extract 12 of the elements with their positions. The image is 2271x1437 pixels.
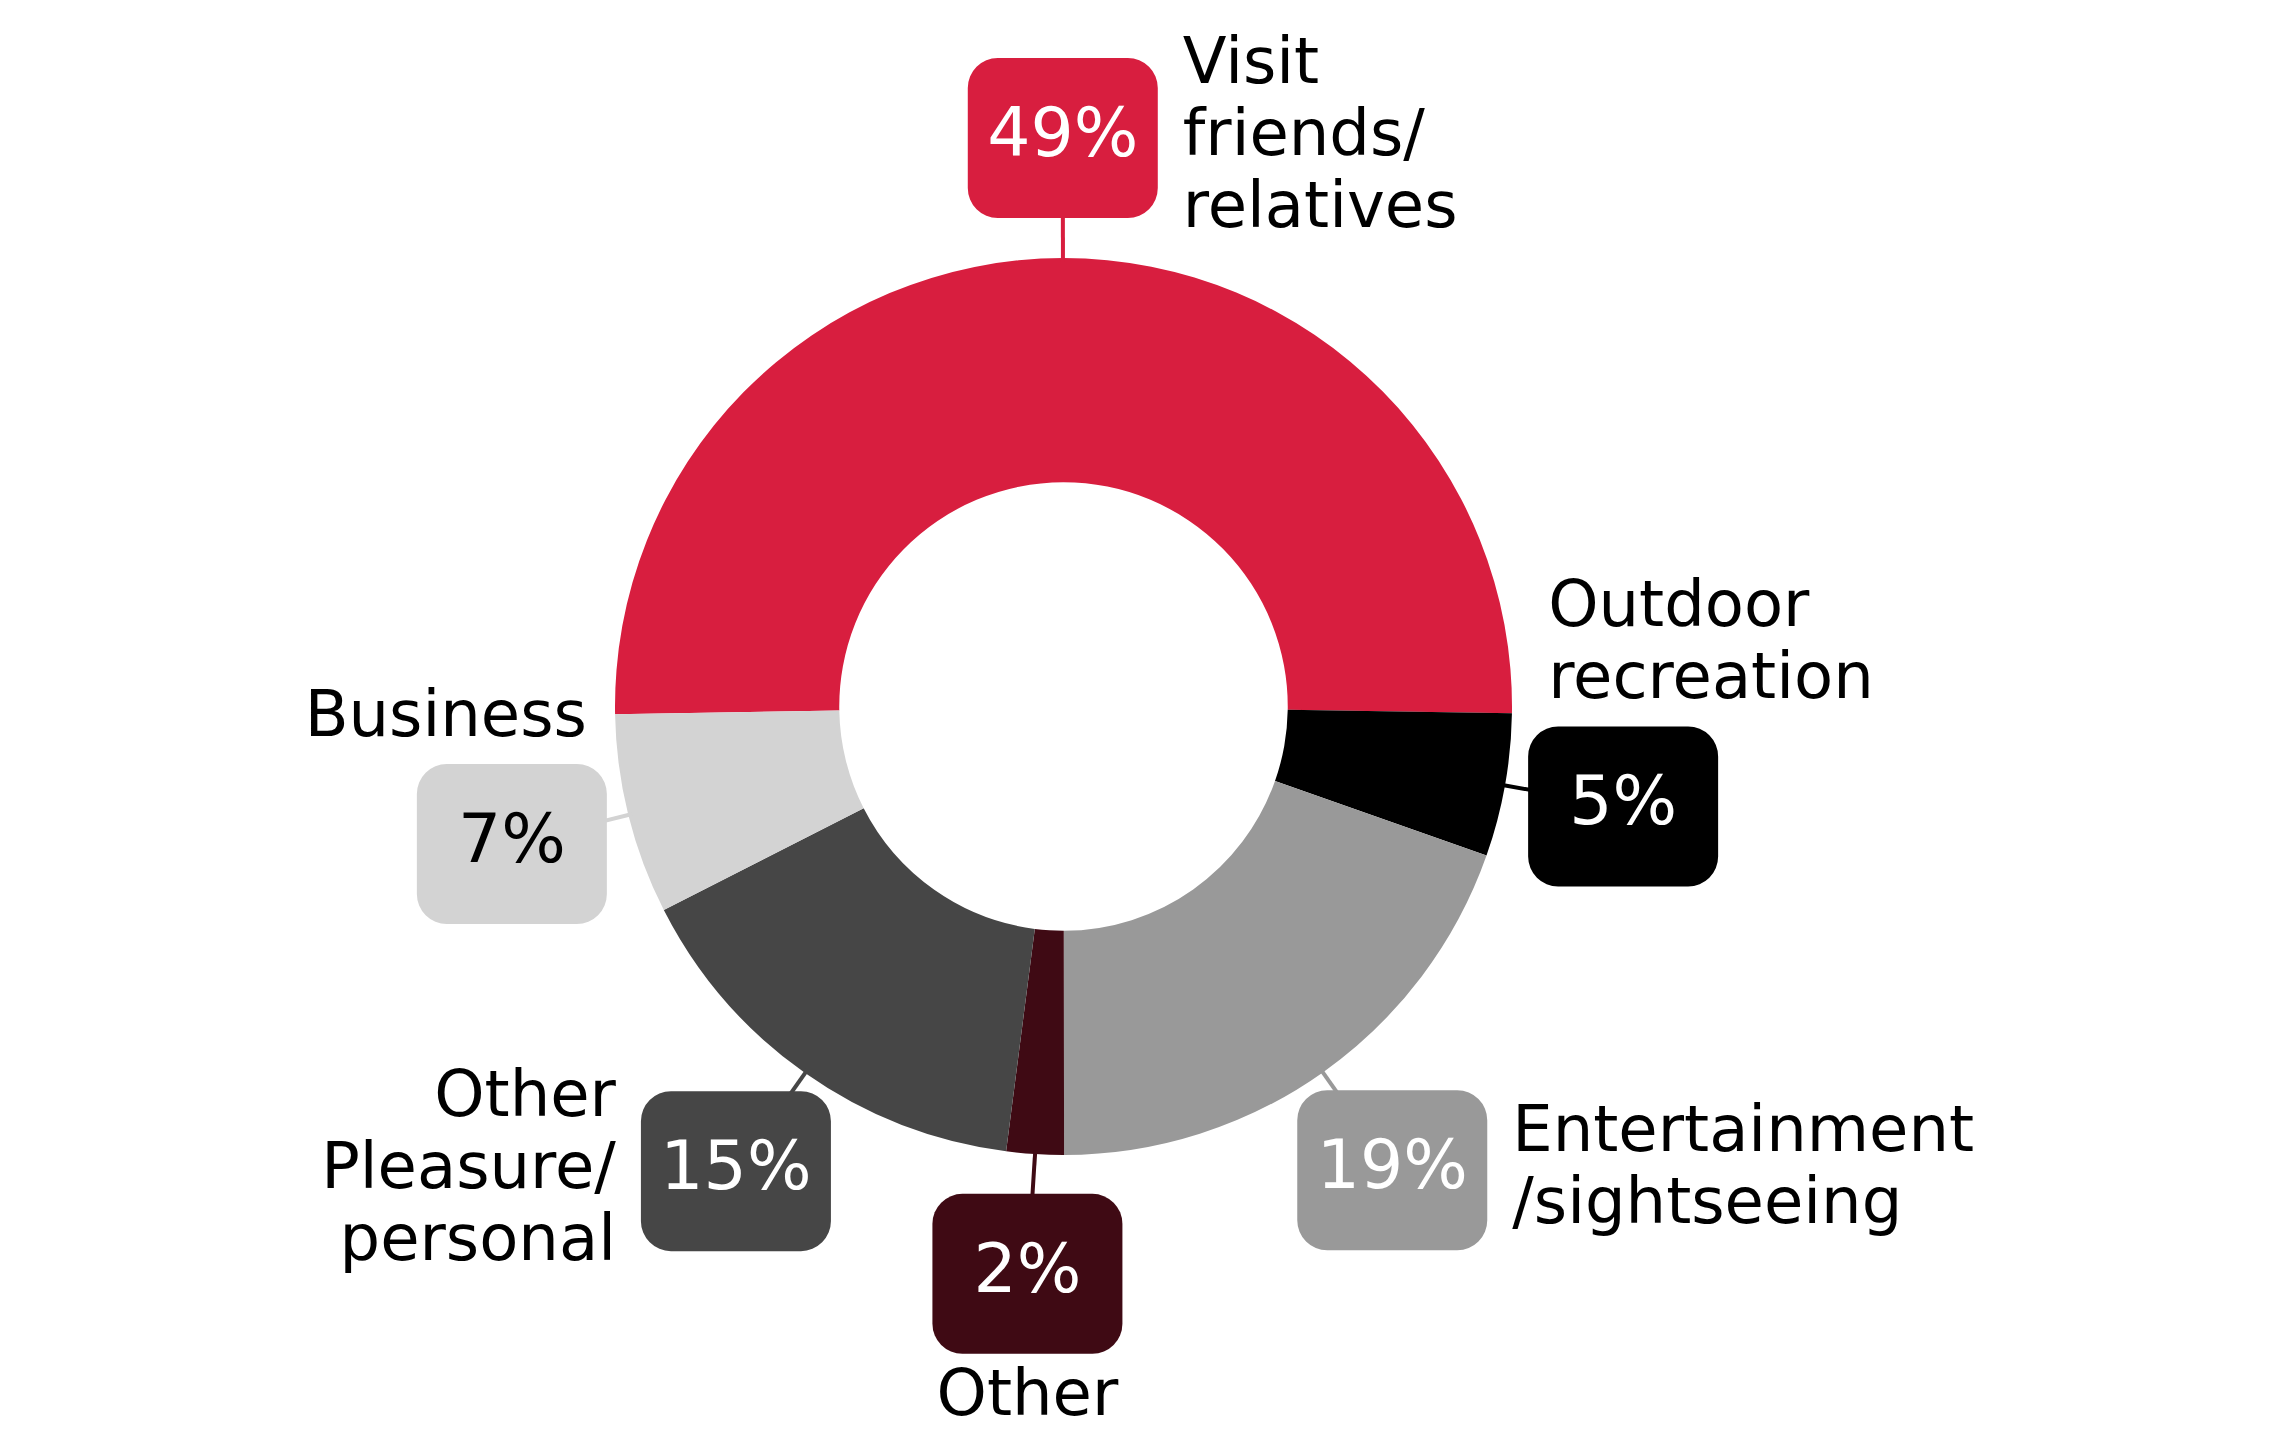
data-label: 49%: [987, 92, 1139, 172]
slice-label: Other Pleasure/personal: [321, 1056, 617, 1275]
data-label: 15%: [660, 1125, 812, 1205]
slice-label: Entertainment /sightseeing: [1512, 1091, 1975, 1238]
slice-label: Business: [304, 676, 587, 751]
slice-label: Visit friends/relatives: [1182, 23, 1458, 242]
slice-label: Other: [936, 1356, 1119, 1431]
slice-label: Outdoor recreation: [1548, 567, 1874, 714]
data-label: 19%: [1316, 1124, 1468, 1204]
data-label: 2%: [973, 1228, 1082, 1308]
data-label: 5%: [1569, 761, 1678, 841]
data-label: 7%: [457, 798, 566, 878]
